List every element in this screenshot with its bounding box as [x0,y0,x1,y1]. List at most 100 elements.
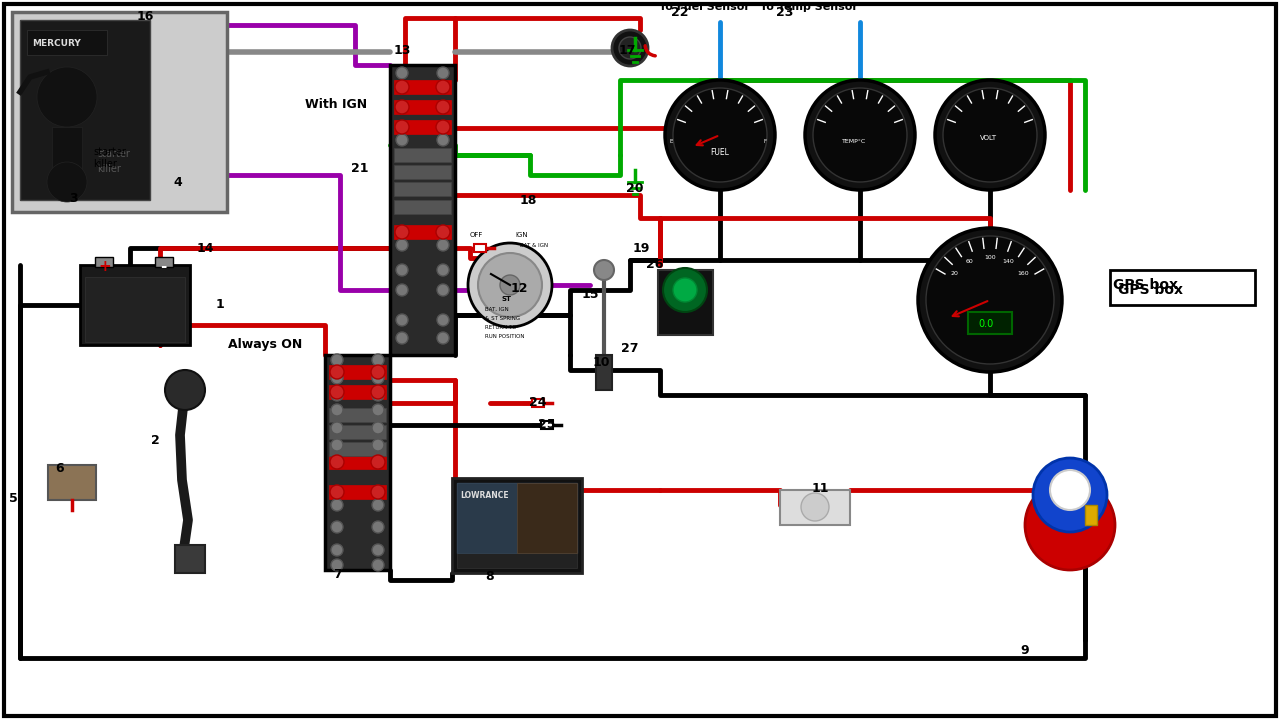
Circle shape [477,253,541,317]
Circle shape [332,404,343,416]
Bar [390,65,454,355]
Bar [20,20,150,200]
Circle shape [372,389,384,401]
Text: FUEL: FUEL [710,148,728,157]
Circle shape [332,456,343,468]
Text: 2: 2 [151,433,160,446]
Bar [780,490,850,525]
Text: 11: 11 [812,482,828,495]
Bar [474,244,486,252]
Text: 22: 22 [671,6,689,19]
Circle shape [436,100,451,114]
Circle shape [673,278,698,302]
Bar [49,465,96,500]
Text: E: E [669,139,673,144]
Text: 12: 12 [511,282,527,294]
Circle shape [332,372,343,384]
Text: 10: 10 [593,356,609,369]
Circle shape [436,314,449,326]
Bar [79,265,189,345]
Bar [968,312,1012,334]
Text: 27: 27 [621,341,639,354]
Text: MERCURY: MERCURY [32,39,81,48]
Bar [155,257,173,267]
Circle shape [436,284,449,296]
Circle shape [663,268,707,312]
Circle shape [330,455,344,469]
Circle shape [371,455,385,469]
Bar [175,545,205,573]
Circle shape [372,544,384,556]
Circle shape [330,485,344,499]
Circle shape [673,88,767,182]
Text: 20: 20 [950,271,959,276]
Text: VOLT: VOLT [980,135,997,141]
Circle shape [666,80,774,190]
Circle shape [396,80,410,94]
Circle shape [47,162,87,202]
Circle shape [332,544,343,556]
Text: Always ON: Always ON [228,338,302,351]
Circle shape [372,521,384,533]
Bar [329,442,387,456]
Circle shape [332,422,343,434]
Circle shape [372,456,384,468]
Bar [457,553,577,568]
Text: TEMP°C: TEMP°C [842,139,867,144]
Circle shape [436,67,449,79]
Circle shape [436,120,451,134]
Text: 8: 8 [485,570,494,583]
Text: To Temp Sensor: To Temp Sensor [760,2,858,12]
Bar [12,12,227,212]
Circle shape [612,30,648,66]
Text: & ST SPRING: & ST SPRING [485,316,520,321]
Circle shape [371,485,385,499]
Text: F: F [763,139,767,144]
Text: 23: 23 [776,6,794,19]
Bar [329,365,387,379]
Bar [1085,505,1097,525]
Circle shape [332,439,343,451]
Circle shape [925,236,1053,364]
Bar [394,165,451,179]
Text: 13: 13 [393,43,411,56]
Circle shape [934,80,1044,190]
Bar [541,421,553,429]
Bar [394,100,451,114]
Text: 24: 24 [529,397,547,410]
Bar [329,385,387,399]
Circle shape [332,521,343,533]
Text: 26: 26 [646,258,664,271]
Bar [452,478,582,573]
Bar [394,225,451,239]
Circle shape [330,365,344,379]
Circle shape [594,260,614,280]
Bar [532,399,544,407]
Text: 3: 3 [69,192,78,204]
Text: 100: 100 [984,255,996,260]
Text: +: + [99,259,111,274]
Text: IGN: IGN [515,232,527,238]
Circle shape [372,499,384,511]
Text: GPS box: GPS box [1117,283,1183,297]
Bar [325,355,390,570]
Circle shape [372,372,384,384]
Bar [52,127,82,182]
Text: 25: 25 [539,418,556,431]
Bar [517,483,577,553]
Text: 17: 17 [618,43,636,56]
Circle shape [332,389,343,401]
Text: 14: 14 [196,241,214,254]
Circle shape [332,354,343,366]
Text: 15: 15 [581,289,599,302]
Circle shape [330,385,344,399]
Text: 140: 140 [1002,259,1014,264]
Text: LOWRANCE: LOWRANCE [460,491,508,500]
Text: 21: 21 [351,161,369,174]
Circle shape [37,67,97,127]
Circle shape [332,559,343,571]
Text: 16: 16 [136,11,154,24]
Text: ST: ST [502,296,512,302]
Circle shape [500,275,520,295]
Circle shape [396,67,408,79]
